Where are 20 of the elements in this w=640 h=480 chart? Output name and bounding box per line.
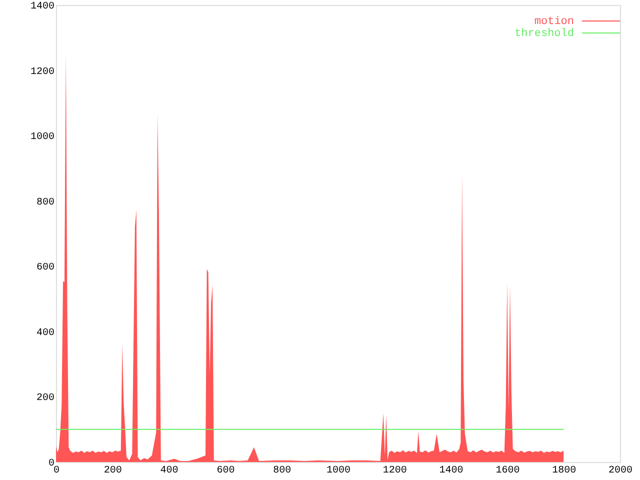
x-tick-label: 1000 — [326, 466, 351, 476]
x-tick-label: 1400 — [439, 466, 464, 476]
x-tick-label: 1800 — [552, 466, 576, 476]
y-tick-label: 0 — [48, 458, 54, 470]
x-tick-label: 800 — [273, 466, 292, 476]
y-tick-label: 1000 — [30, 132, 54, 144]
y-tick-label: 200 — [36, 393, 54, 404]
legend-label: motion — [534, 16, 574, 28]
y-tick-label: 400 — [36, 328, 54, 339]
y-tick-label: 600 — [36, 262, 54, 274]
x-tick-label: 2000 — [608, 466, 633, 476]
x-tick-label: 400 — [160, 466, 178, 476]
x-tick-label: 200 — [104, 466, 122, 476]
y-tick-label: 800 — [36, 197, 54, 208]
x-tick-label: 1200 — [382, 466, 407, 476]
y-tick-label: 1400 — [30, 2, 54, 12]
x-tick-label: 600 — [216, 466, 235, 476]
legend-label: threshold — [514, 28, 574, 40]
x-tick-label: 1600 — [496, 466, 520, 476]
y-tick-label: 1200 — [30, 66, 54, 78]
